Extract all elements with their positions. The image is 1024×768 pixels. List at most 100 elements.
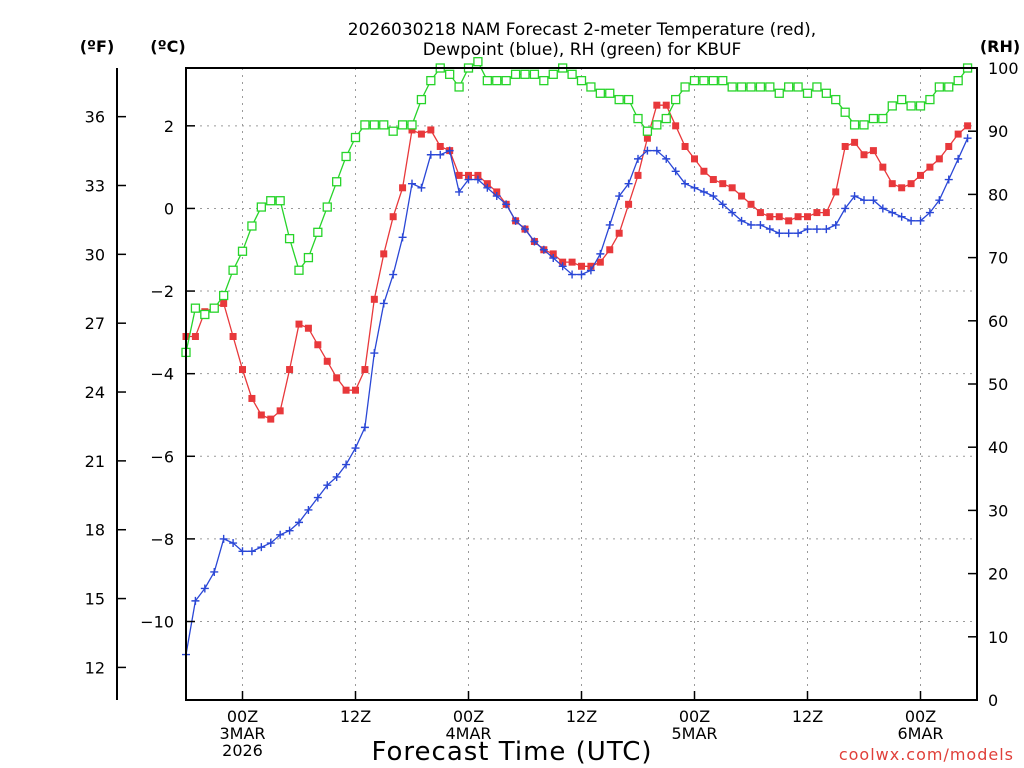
dewpoint-point (502, 200, 511, 209)
x-axis-title: Forecast Time (UTC) (371, 737, 652, 767)
temperature-point (964, 122, 972, 130)
x-tick-label: 12Z (566, 707, 597, 726)
rh-point (840, 107, 850, 117)
rh-point (266, 196, 276, 206)
temperature-point (333, 374, 341, 382)
temperature-point (229, 332, 237, 340)
temperature-point (785, 217, 793, 225)
temperature-point (851, 138, 859, 146)
rh-point (953, 75, 963, 86)
dewpoint-point (483, 183, 492, 192)
dewpoint-point (568, 270, 577, 279)
temperature-point (738, 192, 746, 200)
dewpoint-point (878, 204, 887, 213)
temperature-point (380, 250, 388, 258)
rh-point (718, 75, 728, 86)
dewpoint-point (455, 187, 464, 196)
fahrenheit-unit-label: (ºF) (80, 37, 115, 56)
source-credit[interactable]: coolwx.com/models (839, 745, 1014, 764)
dewpoint-point (935, 196, 944, 205)
dewpoint-point (379, 299, 388, 308)
dewpoint-point (229, 539, 238, 548)
temperature-point (672, 122, 680, 130)
temperature-point (841, 142, 849, 150)
rh-point (275, 196, 285, 206)
dewpoint-point (389, 270, 398, 279)
dewpoint-point (200, 584, 209, 593)
dewpoint-point (869, 196, 878, 205)
temperature-point (662, 101, 670, 109)
dewpoint-point (558, 262, 567, 271)
rh-tick-label: 0 (988, 691, 998, 710)
rh-point (200, 309, 210, 320)
fahrenheit-tick-label: 21 (85, 452, 105, 471)
rh-point (859, 120, 869, 130)
temperature-point (436, 142, 444, 150)
temperature-point (220, 299, 228, 307)
temperature-point (549, 250, 557, 258)
dewpoint-point (605, 220, 614, 229)
temperature-point (361, 366, 369, 374)
rh-point (482, 75, 492, 86)
temperature-point (286, 366, 294, 374)
rh-point (492, 75, 502, 86)
rh-point (934, 82, 944, 92)
dewpoint-point (436, 150, 445, 159)
dewpoint-point (219, 534, 228, 543)
dewpoint-point (511, 216, 520, 225)
dewpoint-point (445, 146, 454, 155)
temperature-point (804, 213, 811, 221)
dewpoint-point (539, 245, 548, 254)
temperature-point (314, 341, 322, 349)
temperature-point (408, 126, 416, 134)
dewpoint-point (596, 249, 605, 258)
rh-point (765, 82, 775, 92)
temperature-point (634, 171, 642, 179)
temperature-point (389, 213, 397, 221)
dewpoint-line (185, 137, 969, 655)
temperature-point (869, 147, 877, 155)
temperature-point (766, 213, 774, 221)
temperature-point (728, 184, 736, 192)
rh-point (868, 113, 879, 124)
dewpoint-point (492, 192, 501, 201)
dewpoint-point (285, 526, 294, 535)
dewpoint-point (775, 229, 784, 238)
temperature-point (399, 184, 407, 192)
temperature-point (427, 126, 435, 134)
rh-point (567, 69, 577, 79)
dewpoint-point (681, 179, 690, 188)
dewpoint-point (304, 505, 313, 514)
rh-line (185, 60, 969, 353)
grid-lines (186, 68, 977, 700)
temperature-point (794, 213, 802, 221)
temperature-point (954, 130, 962, 138)
temperature-point (276, 407, 284, 415)
temperature-point (625, 200, 633, 208)
rh-point (595, 88, 605, 98)
dewpoint-point (615, 192, 624, 201)
fahrenheit-tick-label: 33 (85, 176, 105, 195)
fahrenheit-tick-label: 27 (85, 314, 105, 333)
dewpoint-point (634, 154, 642, 163)
fahrenheit-tick-label: 12 (85, 658, 105, 677)
dewpoint-point (586, 266, 595, 275)
temperature-point (304, 324, 312, 332)
temperature-point (370, 295, 378, 303)
rh-point (727, 82, 737, 92)
rh-point (614, 94, 624, 105)
temperature-line (186, 104, 969, 420)
temperature-point (860, 151, 868, 159)
rh-point (812, 82, 822, 92)
dewpoint-point (549, 254, 558, 263)
temperature-point (267, 415, 275, 423)
dewpoint-point (765, 225, 774, 234)
fahrenheit-tick-label: 24 (85, 383, 105, 402)
dewpoint-point (266, 539, 275, 548)
temperature-point (455, 171, 463, 179)
temperature-point (248, 394, 256, 402)
dewpoint-point (323, 481, 332, 490)
temperature-point (568, 258, 576, 266)
dewpoint-point (812, 225, 821, 234)
dewpoint-point (662, 154, 671, 163)
